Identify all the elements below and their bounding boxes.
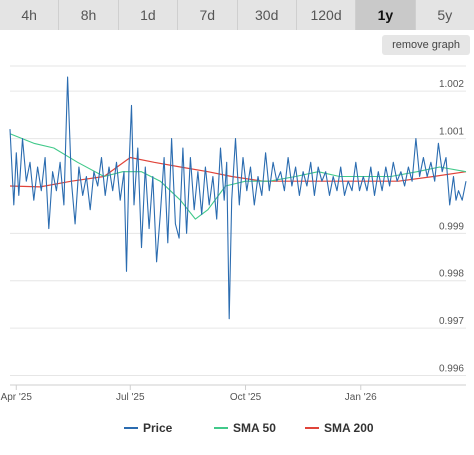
y-tick-label: 0.997 xyxy=(439,316,464,327)
tab-7d[interactable]: 7d xyxy=(178,0,238,30)
y-tick-label: 1.002 xyxy=(439,79,464,90)
remove-graph-button[interactable]: remove graph xyxy=(382,35,470,55)
legend-label[interactable]: SMA 200 xyxy=(324,421,374,435)
x-tick-label: Apr '25 xyxy=(1,392,33,403)
y-tick-label: 0.999 xyxy=(439,221,464,232)
x-tick-label: Oct '25 xyxy=(230,392,262,403)
tab-1y[interactable]: 1y xyxy=(356,0,416,30)
sma-200-line xyxy=(9,156,467,188)
x-tick-label: Jan '26 xyxy=(345,392,377,403)
chart-series xyxy=(9,76,467,320)
tab-5y[interactable]: 5y xyxy=(415,0,474,30)
price-line xyxy=(9,76,467,320)
y-axis: 1.002 1.001 0.999 0.998 0.997 0.996 xyxy=(439,79,464,374)
x-axis: Apr '25 Jul '25 Oct '25 Jan '26 xyxy=(1,384,466,403)
tab-8h[interactable]: 8h xyxy=(59,0,119,30)
sma-50-line xyxy=(9,133,467,220)
y-tick-label: 0.998 xyxy=(439,269,464,280)
chart-grid xyxy=(10,65,466,377)
x-tick-label: Jul '25 xyxy=(116,392,145,403)
time-range-tabs: 4h 8h 1d 7d 30d 120d 1y 5y xyxy=(0,0,474,30)
tab-4h[interactable]: 4h xyxy=(0,0,60,30)
price-chart: 1.002 1.001 0.999 0.998 0.997 0.996 Apr '25 Ju… xyxy=(1,65,467,435)
y-tick-label: 1.001 xyxy=(439,127,464,138)
legend-label[interactable]: SMA 50 xyxy=(233,421,276,435)
tab-1d[interactable]: 1d xyxy=(118,0,179,30)
y-tick-label: 0.996 xyxy=(439,364,464,375)
chart-legend: Price SMA 50 SMA 200 xyxy=(124,421,374,435)
tab-120d[interactable]: 120d xyxy=(296,0,357,30)
legend-label[interactable]: Price xyxy=(143,421,173,435)
tab-30d[interactable]: 30d xyxy=(237,0,297,30)
